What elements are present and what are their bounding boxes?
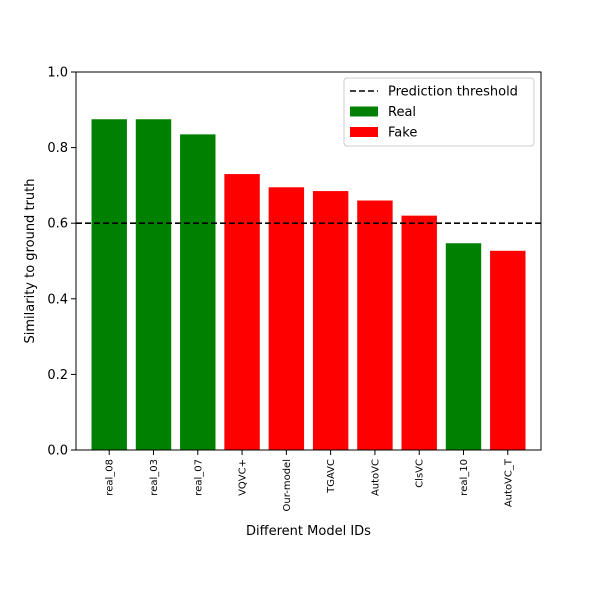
legend: Prediction threshold Real Fake <box>343 77 535 147</box>
x-tick-label: real_07 <box>193 459 204 496</box>
x-tick-label: TGAVC <box>326 459 337 494</box>
x-axis-label: Different Model IDs <box>246 524 371 539</box>
y-tick-label: 0.4 <box>47 292 68 307</box>
legend-fake-swatch <box>350 127 378 137</box>
bar-Our-model <box>268 187 305 451</box>
y-tick-label: 0.0 <box>47 444 68 459</box>
x-tick-label: Our-model <box>282 459 293 511</box>
x-tick-label: ClsVC <box>415 459 426 488</box>
legend-label: Prediction threshold <box>388 85 518 100</box>
bars <box>91 119 526 451</box>
x-tick-label: real_08 <box>105 459 116 496</box>
x-axis: real_08 real_03 real_07 VQVC+ Our-model TGAVC… <box>105 450 514 511</box>
bar-real_10 <box>445 243 482 450</box>
x-tick-label: VQVC+ <box>238 459 249 496</box>
x-tick-label: real_03 <box>149 459 160 496</box>
plot-frame <box>75 71 542 451</box>
legend-real-swatch <box>350 106 378 117</box>
x-tick-label: AutoVC_T <box>503 458 514 507</box>
y-tick-label: 0.2 <box>47 368 68 383</box>
x-tick-label: AutoVC <box>370 459 381 496</box>
bar-real_07 <box>180 134 216 450</box>
bar-real_08 <box>91 119 127 450</box>
bar-ClsVC <box>401 215 437 450</box>
y-axis: 0.0 0.2 0.4 0.6 0.8 1.0 <box>47 66 76 459</box>
bar-AutoVC_T <box>490 250 526 450</box>
bar-real_03 <box>135 119 172 450</box>
y-tick-label: 0.8 <box>47 141 68 156</box>
y-axis-label: Similarity to ground truth <box>23 179 38 344</box>
bar-VQVC+ <box>224 174 260 450</box>
bar-TGAVC <box>312 191 349 450</box>
x-tick-label: real_10 <box>459 459 470 496</box>
y-tick-label: 0.6 <box>47 217 68 232</box>
y-tick-label: 1.0 <box>47 66 68 81</box>
bar-AutoVC <box>357 200 393 450</box>
legend-label: Real <box>388 105 416 120</box>
legend-label: Fake <box>388 126 417 141</box>
legend-box <box>343 77 535 147</box>
